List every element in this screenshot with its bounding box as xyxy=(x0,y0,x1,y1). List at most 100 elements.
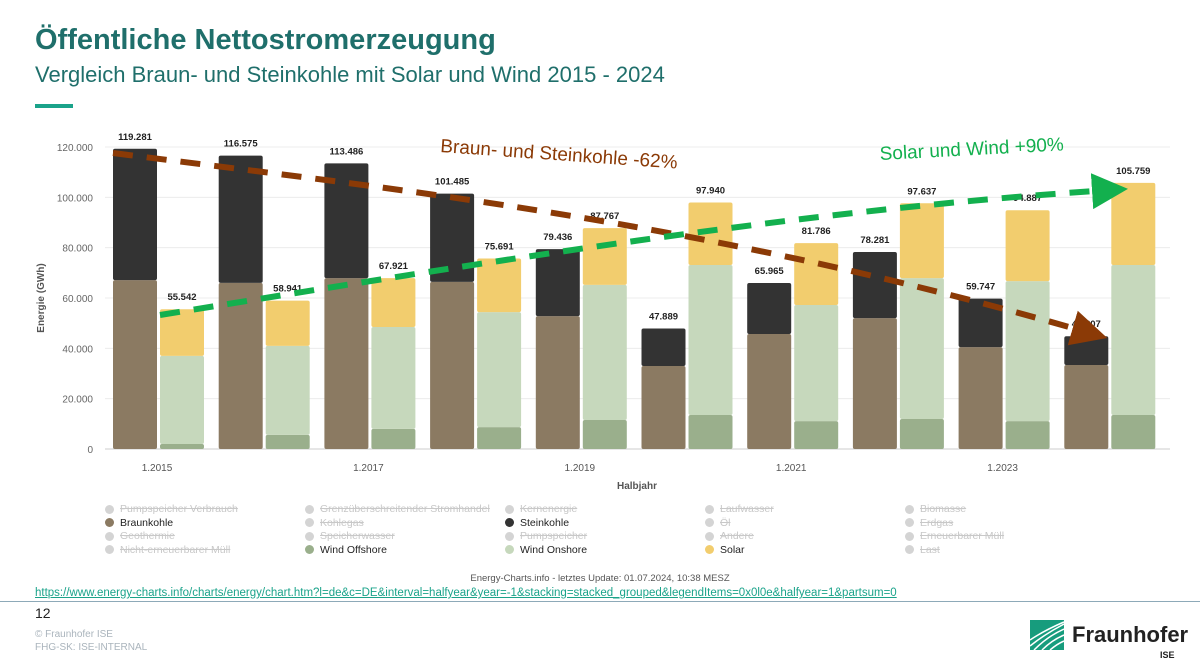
legend-item[interactable]: Erdgas xyxy=(905,517,1105,530)
bar-steinkohle[interactable] xyxy=(1064,336,1109,365)
legend-item[interactable]: Braunkohle xyxy=(105,517,305,530)
bar-braunkohle[interactable] xyxy=(430,281,475,449)
copyright: © Fraunhofer ISE FHG-SK: ISE-INTERNAL xyxy=(35,628,147,654)
bar-wind-offshore[interactable] xyxy=(899,419,944,449)
legend-item[interactable]: Solar xyxy=(705,544,905,557)
legend-item[interactable]: Geothermie xyxy=(105,530,305,543)
bar-solar[interactable] xyxy=(160,309,204,356)
legend-item[interactable]: Laufwasser xyxy=(705,503,905,516)
bar-solar[interactable] xyxy=(1111,182,1156,266)
legend-item[interactable]: Steinkohle xyxy=(505,517,705,530)
bar-wind-offshore[interactable] xyxy=(794,421,839,449)
bar-solar[interactable] xyxy=(265,300,310,346)
bar-steinkohle[interactable] xyxy=(430,193,475,282)
bar-wind-offshore[interactable] xyxy=(477,427,522,449)
bar-braunkohle[interactable] xyxy=(747,333,792,449)
chart: 020.00040.00060.00080.000100.000120.000 … xyxy=(36,132,1170,492)
bar-steinkohle[interactable] xyxy=(324,163,369,279)
bar-wind-onshore[interactable] xyxy=(688,265,733,416)
bar-wind-onshore[interactable] xyxy=(1111,265,1156,416)
legend-item[interactable]: Kohlegas xyxy=(305,517,505,530)
bar-wind-offshore[interactable] xyxy=(160,443,204,449)
legend-item[interactable]: Öl xyxy=(705,517,905,530)
bar-steinkohle[interactable] xyxy=(747,282,792,334)
legend-label: Speicherwasser xyxy=(320,530,395,543)
bar-steinkohle[interactable] xyxy=(218,155,263,283)
legend-item[interactable]: Grenzüberschreitender Stromhandel xyxy=(305,503,505,516)
legend-label: Steinkohle xyxy=(520,516,570,529)
legend-label: Nicht-erneuerbarer Müll xyxy=(120,543,231,556)
legend-item[interactable]: Kernenergie xyxy=(505,503,705,516)
bar-wind-offshore[interactable] xyxy=(582,420,627,449)
legend-item[interactable]: Pumpspeicher xyxy=(505,530,705,543)
legend-dot-icon xyxy=(905,504,914,514)
legend-dot-icon xyxy=(705,504,714,514)
page-number: 12 xyxy=(35,605,51,621)
bar-solar[interactable] xyxy=(371,278,416,327)
bar-wind-offshore[interactable] xyxy=(1111,415,1156,449)
legend-item[interactable]: Last xyxy=(905,544,1105,557)
fraunhofer-logo: Fraunhofer xyxy=(1030,620,1188,650)
bar-steinkohle[interactable] xyxy=(958,298,1003,348)
source-link[interactable]: https://www.energy-charts.info/charts/en… xyxy=(35,587,897,599)
y-tick-label: 40.000 xyxy=(62,344,93,355)
legend-dot-icon xyxy=(505,545,514,555)
legend-item[interactable]: Wind Onshore xyxy=(505,544,705,557)
bar-solar[interactable] xyxy=(1005,210,1050,282)
bar-wind-offshore[interactable] xyxy=(265,434,310,449)
legend-item[interactable]: Erneuerbarer Müll xyxy=(905,530,1105,543)
y-tick-label: 0 xyxy=(87,445,93,456)
bar-wind-onshore[interactable] xyxy=(899,278,944,420)
y-tick-label: 20.000 xyxy=(62,395,93,406)
bar-solar[interactable] xyxy=(582,228,627,285)
legend-dot-icon xyxy=(905,545,914,555)
renewables-trend-arrow xyxy=(159,173,1128,318)
legend-item[interactable]: Speicherwasser xyxy=(305,530,505,543)
bar-solar[interactable] xyxy=(899,203,944,279)
classification-text: FHG-SK: ISE-INTERNAL xyxy=(35,642,148,653)
bar-wind-onshore[interactable] xyxy=(371,326,416,429)
bar-solar[interactable] xyxy=(477,258,522,313)
bar-braunkohle[interactable] xyxy=(535,316,580,449)
bar-steinkohle[interactable] xyxy=(535,249,580,317)
bar-braunkohle[interactable] xyxy=(1064,364,1109,449)
legend-item[interactable]: Nicht-erneuerbarer Müll xyxy=(105,544,305,557)
legend-label: Kernenergie xyxy=(520,503,578,516)
bar-wind-offshore[interactable] xyxy=(1005,421,1050,449)
bar-wind-onshore[interactable] xyxy=(477,312,522,428)
bar-steinkohle[interactable] xyxy=(113,148,157,281)
bar-braunkohle[interactable] xyxy=(218,282,263,449)
bar-wind-onshore[interactable] xyxy=(1005,281,1050,422)
bar-solar[interactable] xyxy=(688,202,733,266)
legend-dot-icon xyxy=(905,531,914,541)
legend-label: Andere xyxy=(720,530,754,543)
legend-item[interactable]: Wind Offshore xyxy=(305,544,505,557)
bar-wind-onshore[interactable] xyxy=(265,345,310,435)
bar-braunkohle[interactable] xyxy=(113,280,157,449)
bar-steinkohle[interactable] xyxy=(852,251,897,319)
bar-total-label: 78.281 xyxy=(860,235,890,246)
legend-dot-icon xyxy=(705,531,714,541)
logo-text: Fraunhofer xyxy=(1072,622,1189,647)
legend-dot-icon xyxy=(305,504,314,514)
y-tick-label: 80.000 xyxy=(62,244,93,255)
bar-total-label: 105.759 xyxy=(1116,166,1150,177)
legend-item[interactable]: Biomasse xyxy=(905,503,1105,516)
legend-item[interactable]: Pumpspeicher Verbrauch xyxy=(105,503,305,516)
bar-wind-onshore[interactable] xyxy=(582,284,627,421)
bar-braunkohle[interactable] xyxy=(852,318,897,449)
bar-wind-offshore[interactable] xyxy=(371,428,416,449)
bar-total-label: 87.767 xyxy=(590,211,619,222)
bar-total-label: 59.747 xyxy=(966,282,995,293)
bar-braunkohle[interactable] xyxy=(324,278,369,449)
legend-dot-icon xyxy=(705,545,714,555)
bar-steinkohle[interactable] xyxy=(641,328,686,366)
bar-solar[interactable] xyxy=(794,243,839,306)
page-title: Öffentliche Nettostromerzeugung xyxy=(35,24,496,56)
legend-item[interactable]: Andere xyxy=(705,530,905,543)
bar-wind-onshore[interactable] xyxy=(794,305,839,422)
bar-wind-offshore[interactable] xyxy=(688,415,733,449)
bar-wind-onshore[interactable] xyxy=(160,355,204,444)
bar-braunkohle[interactable] xyxy=(641,365,686,449)
bar-braunkohle[interactable] xyxy=(958,347,1003,449)
